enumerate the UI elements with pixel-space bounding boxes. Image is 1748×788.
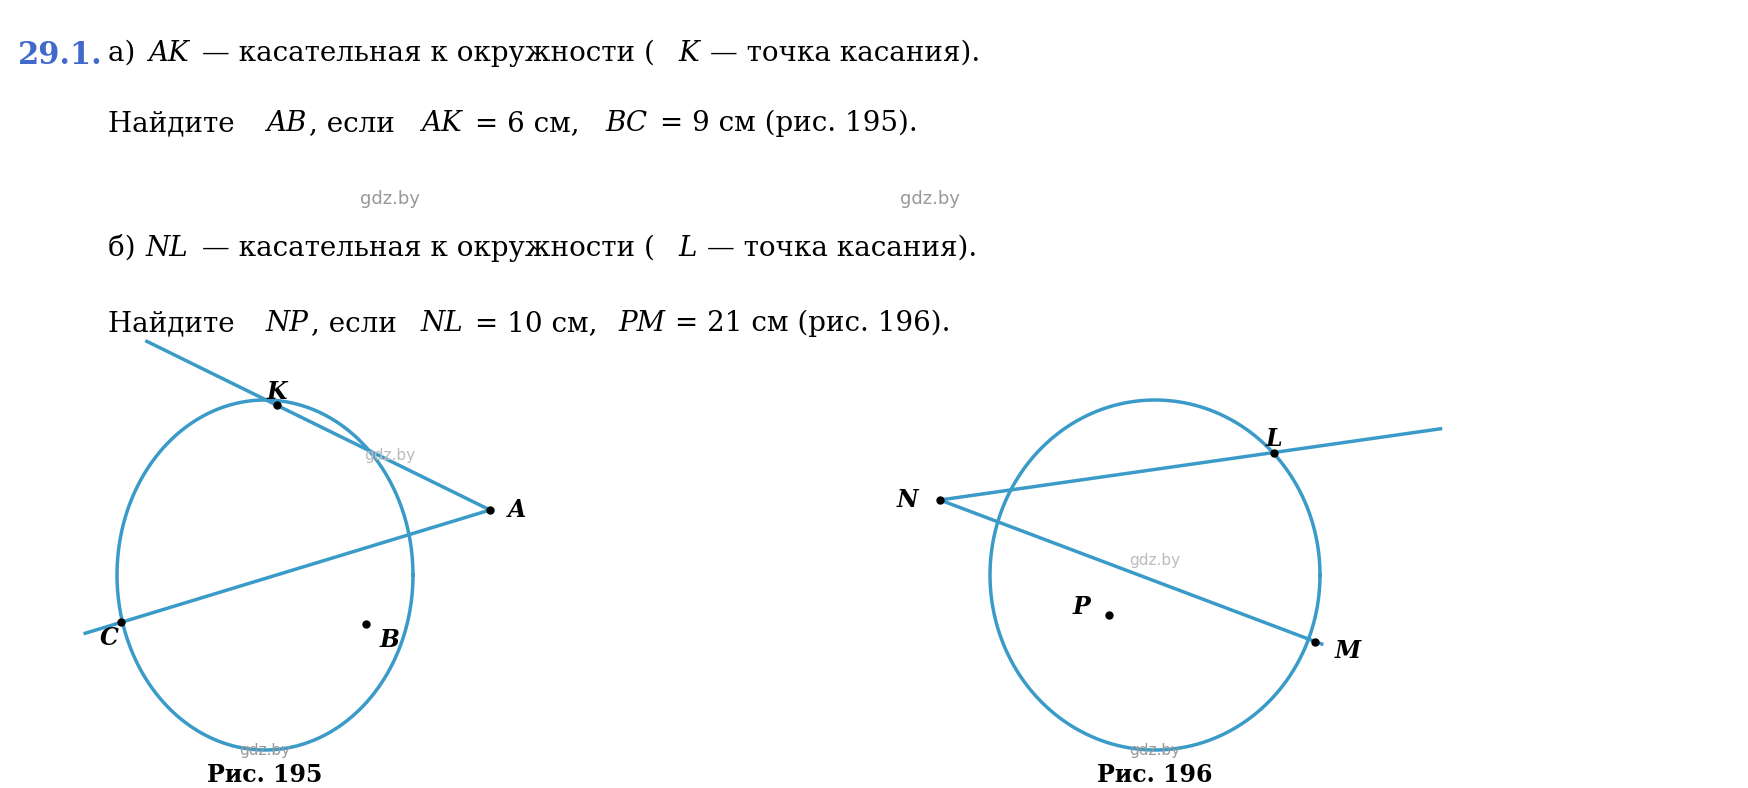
Text: M: M — [1335, 640, 1362, 663]
Text: B: B — [379, 628, 400, 652]
Text: Найдите: Найдите — [108, 110, 243, 137]
Text: gdz.by: gdz.by — [364, 448, 416, 463]
Text: Рис. 195: Рис. 195 — [208, 763, 323, 787]
Text: — точка касания).: — точка касания). — [701, 40, 981, 67]
Text: б): б) — [108, 235, 145, 262]
Text: , если: , если — [311, 310, 406, 337]
Text: L: L — [678, 235, 696, 262]
Text: K: K — [267, 381, 287, 404]
Text: — касательная к окружности (: — касательная к окружности ( — [192, 235, 656, 262]
Text: = 21 см (рис. 196).: = 21 см (рис. 196). — [666, 310, 951, 337]
Text: C: C — [100, 626, 119, 650]
Text: = 6 см,: = 6 см, — [467, 110, 589, 137]
Text: A: A — [509, 498, 526, 522]
Text: AB: AB — [266, 110, 306, 137]
Text: NL: NL — [147, 235, 189, 262]
Text: AK: AK — [149, 40, 189, 67]
Text: Найдите: Найдите — [108, 310, 243, 337]
Text: 29.1.: 29.1. — [17, 40, 103, 71]
Text: gdz.by: gdz.by — [900, 190, 960, 208]
Text: gdz.by: gdz.by — [1129, 552, 1180, 567]
Text: NL: NL — [421, 310, 463, 337]
Text: N: N — [897, 488, 918, 512]
Text: а): а) — [108, 40, 145, 67]
Text: AK: AK — [421, 110, 461, 137]
Text: — касательная к окружности (: — касательная к окружности ( — [192, 40, 656, 67]
Text: Рис. 196: Рис. 196 — [1098, 763, 1213, 787]
Text: — точка касания).: — точка касания). — [697, 235, 977, 262]
Text: = 10 см,: = 10 см, — [467, 310, 607, 337]
Text: NP: NP — [266, 310, 309, 337]
Text: L: L — [1266, 426, 1281, 451]
Text: gdz.by: gdz.by — [239, 742, 290, 757]
Text: P: P — [1073, 595, 1091, 619]
Text: , если: , если — [309, 110, 404, 137]
Text: BC: BC — [605, 110, 647, 137]
Text: K: K — [678, 40, 699, 67]
Text: gdz.by: gdz.by — [1129, 742, 1180, 757]
Text: PM: PM — [619, 310, 664, 337]
Text: = 9 см (рис. 195).: = 9 см (рис. 195). — [650, 110, 918, 137]
Text: gdz.by: gdz.by — [360, 190, 420, 208]
